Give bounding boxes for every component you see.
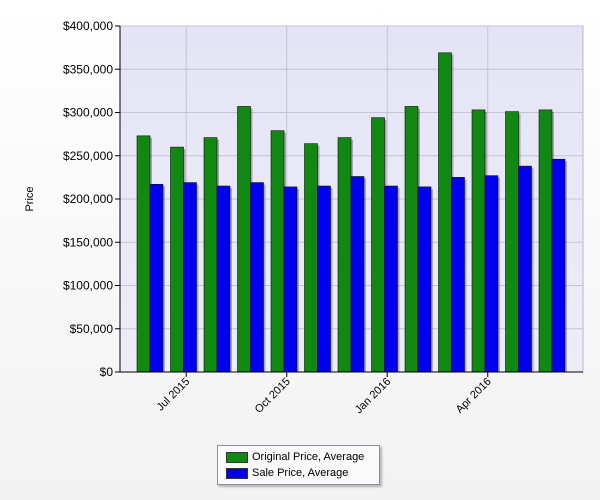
- bar-sale-price: [216, 185, 231, 373]
- bar-sale-price: [317, 185, 331, 373]
- legend-item-sale-price: Sale Price, Average: [226, 466, 348, 480]
- legend-label-original-price: Original Price, Average: [252, 451, 365, 463]
- bar-original-price: [337, 137, 352, 373]
- y-tick-label: $100,000: [63, 279, 113, 293]
- bar-sale-price: [283, 186, 298, 373]
- bar-original-price: [237, 106, 251, 373]
- x-tick-label: Jan 2016: [353, 376, 393, 416]
- bar-sale-price: [250, 182, 264, 373]
- bar-sale-price: [384, 185, 398, 373]
- legend-swatch-original-price: [226, 451, 248, 463]
- bar-original-price: [471, 109, 486, 373]
- legend-swatch-sale-price: [226, 467, 248, 479]
- x-tick-label: Oct 2015: [253, 376, 293, 416]
- bar-sale-price: [350, 176, 365, 373]
- y-tick-label: $200,000: [63, 192, 113, 206]
- bar-sale-price: [451, 177, 465, 373]
- bar-original-price: [304, 143, 318, 373]
- bar-original-price: [136, 135, 151, 373]
- y-tick-label: $250,000: [63, 149, 113, 163]
- legend-label-sale-price: Sale Price, Average: [252, 467, 349, 479]
- bar-original-price: [203, 137, 218, 373]
- bar-sale-price: [551, 158, 566, 373]
- y-tick-label: $400,000: [63, 19, 113, 33]
- bar-original-price: [270, 130, 285, 373]
- y-axis-title: Price: [24, 186, 36, 211]
- bar-original-price: [404, 106, 419, 373]
- bar-original-price: [371, 117, 385, 373]
- bar-sale-price: [417, 186, 432, 373]
- bar-original-price: [505, 111, 519, 373]
- bar-original-price: [538, 109, 553, 373]
- bar-original-price: [170, 146, 184, 373]
- y-tick-label: $0: [100, 365, 114, 379]
- legend-item-original-price: Original Price, Average: [226, 450, 364, 464]
- x-tick-label: Jul 2015: [154, 376, 192, 414]
- bar-sale-price: [183, 182, 197, 373]
- bar-sale-price: [518, 165, 532, 373]
- legend: Original Price, Average Sale Price, Aver…: [217, 445, 380, 485]
- y-tick-label: $350,000: [63, 62, 113, 76]
- bar-sale-price: [149, 183, 164, 373]
- x-tick-label: Apr 2016: [454, 376, 494, 416]
- bar-sale-price: [484, 175, 499, 373]
- bar-original-price: [438, 52, 452, 373]
- y-tick-label: $50,000: [70, 322, 114, 336]
- y-tick-label: $150,000: [63, 235, 113, 249]
- y-tick-label: $300,000: [63, 106, 113, 120]
